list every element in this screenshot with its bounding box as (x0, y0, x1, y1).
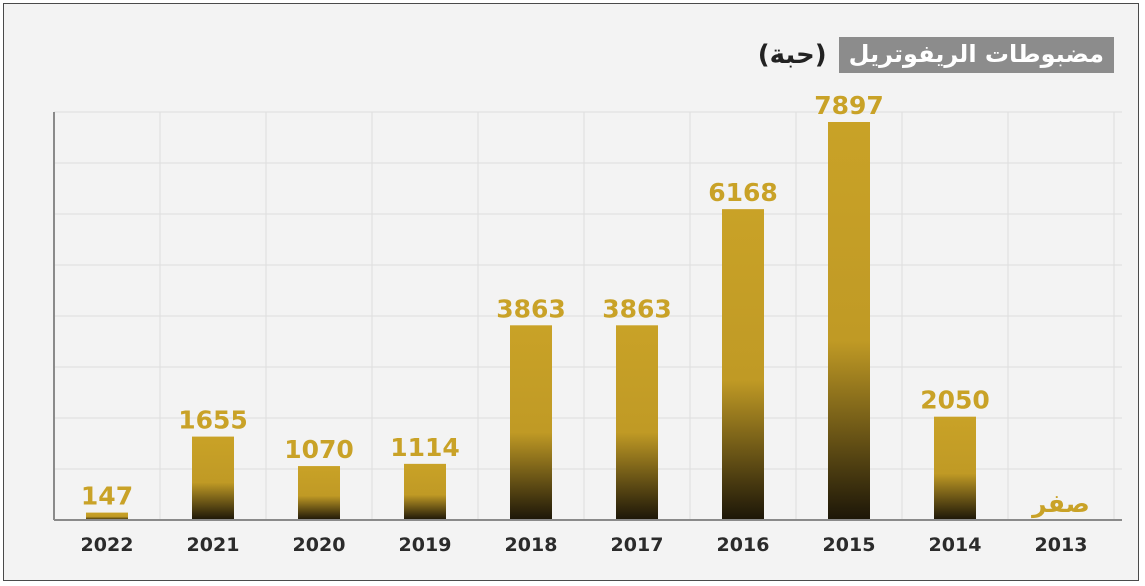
value-label-2015: 7897 (814, 91, 884, 120)
value-label-2019: 1114 (390, 433, 460, 462)
x-tick-2022: 2022 (81, 534, 134, 556)
value-labels: 147 1655 1070 1114 3863 3863 6168 7897 2050 صفر (81, 91, 1090, 519)
bars (86, 122, 976, 520)
bar-chart: 147 1655 1070 1114 3863 3863 6168 7897 2050 صفر 2… (53, 91, 1122, 556)
bar-2017 (616, 325, 658, 520)
value-label-2021: 1655 (178, 406, 248, 435)
chart-title: مضبوطات الريفوتريل (838, 37, 1114, 73)
bar-2016 (722, 209, 764, 520)
value-label-2014: 2050 (920, 386, 990, 415)
x-tick-2021: 2021 (187, 534, 240, 556)
value-label-2018: 3863 (496, 294, 566, 323)
bar-2015 (828, 122, 870, 520)
value-label-2013: صفر (1030, 489, 1090, 519)
bar-2021 (192, 436, 234, 520)
x-tick-2019: 2019 (399, 534, 452, 556)
bar-2022 (86, 512, 128, 520)
x-tick-labels: 2022 2021 2020 2019 2018 2017 2016 2015 2014 2013 (81, 534, 1088, 556)
x-tick-2020: 2020 (293, 534, 346, 556)
chart-frame: (حبة) مضبوطات الريفوتريل 147 1655 1070 1114… (3, 3, 1139, 581)
bar-2018 (510, 325, 552, 520)
value-label-2017: 3863 (602, 294, 672, 323)
x-tick-2018: 2018 (505, 534, 558, 556)
chart-unit: (حبة) (757, 40, 827, 70)
x-tick-2013: 2013 (1035, 534, 1088, 556)
x-tick-2017: 2017 (611, 534, 664, 556)
value-label-2020: 1070 (284, 435, 354, 464)
x-tick-2015: 2015 (823, 534, 876, 556)
bar-2019 (404, 463, 446, 520)
x-tick-2016: 2016 (717, 534, 770, 556)
chart-title-group: (حبة) مضبوطات الريفوتريل (758, 37, 1114, 73)
value-label-2022: 147 (81, 482, 133, 511)
bar-2020 (298, 466, 340, 520)
value-label-2016: 6168 (708, 178, 778, 207)
bar-2014 (934, 416, 976, 520)
x-tick-2014: 2014 (929, 534, 982, 556)
